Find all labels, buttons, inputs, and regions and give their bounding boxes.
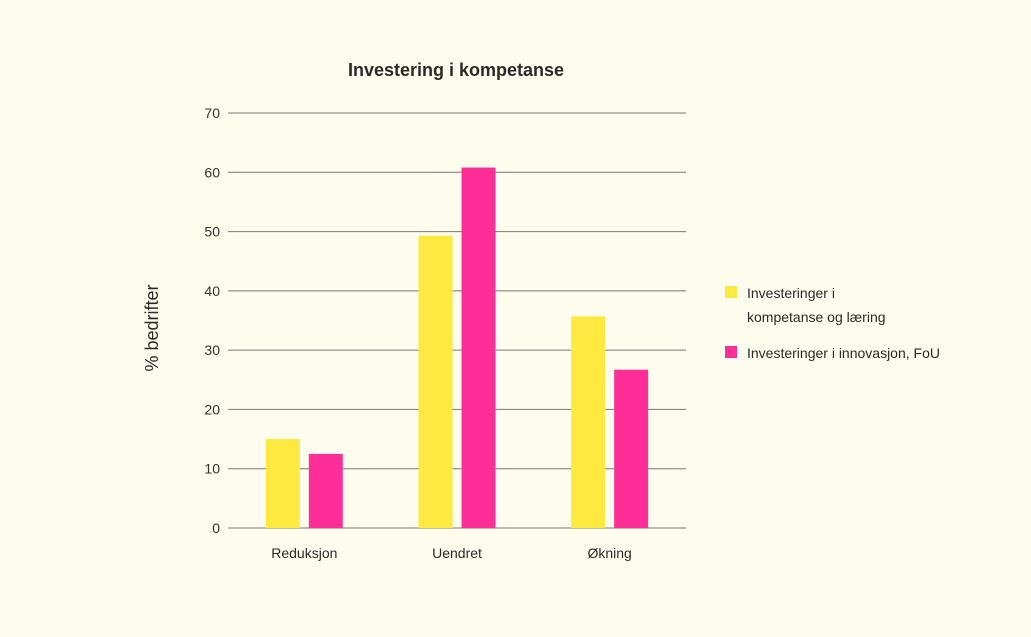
y-axis-label: % bedrifter — [142, 284, 162, 371]
chart-title: Investering i kompetanse — [348, 60, 564, 80]
bar-uendret-series-1 — [418, 235, 453, 528]
x-tick-label: Økning — [587, 545, 631, 561]
bars — [265, 167, 649, 529]
legend-label: Investeringer i innovasjon, FoU — [747, 345, 940, 361]
y-tick-label: 0 — [212, 520, 220, 536]
legend: Investeringer i kompetanse og læring Inves… — [725, 285, 940, 361]
x-tick-label: Reduksjon — [271, 545, 337, 561]
y-tick-label: 40 — [204, 283, 220, 299]
y-tick-label: 10 — [204, 461, 220, 477]
y-tick-label: 30 — [204, 342, 220, 358]
bar-uendret-series-2 — [461, 167, 496, 529]
y-tick-label: 60 — [204, 164, 220, 180]
bar-reduksjon-series-2 — [308, 453, 343, 528]
grid: 0 10 20 30 40 50 60 70 — [204, 105, 686, 536]
category-labels: Reduksjon Uendret Økning — [271, 545, 632, 561]
y-tick-label: 50 — [204, 224, 220, 240]
bar-reduksjon-series-1 — [265, 439, 300, 528]
legend-swatch — [725, 346, 737, 358]
bar-økning-series-1 — [571, 316, 606, 528]
legend-label: kompetanse og læring — [747, 309, 886, 325]
y-tick-label: 20 — [204, 401, 220, 417]
y-tick-label: 70 — [204, 105, 220, 121]
bar-økning-series-2 — [614, 369, 649, 528]
legend-swatch — [725, 286, 737, 298]
legend-label: Investeringer i — [747, 285, 835, 301]
x-tick-label: Uendret — [432, 545, 482, 561]
